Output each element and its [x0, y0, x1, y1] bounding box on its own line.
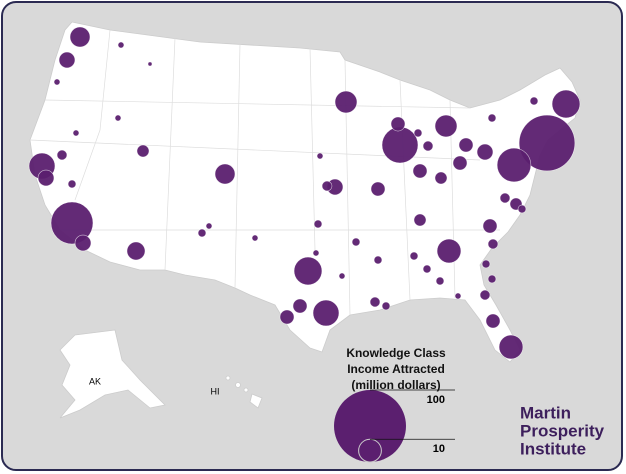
- alaska-outline: [59, 329, 166, 419]
- bubble: [479, 289, 491, 301]
- bubble: [454, 292, 462, 300]
- bubble: [292, 298, 308, 314]
- bubble: [316, 152, 324, 160]
- bubble: [205, 222, 213, 230]
- map-label: HI: [211, 386, 220, 396]
- bubble: [452, 155, 468, 171]
- bubble: [487, 113, 497, 123]
- bubble: [370, 181, 386, 197]
- logo-text: Prosperity: [520, 421, 605, 440]
- bubble: [413, 128, 423, 138]
- bubble: [482, 218, 498, 234]
- map-label: AK: [89, 376, 101, 386]
- bubble: [434, 114, 458, 138]
- bubble: [436, 238, 462, 264]
- bubble: [551, 89, 581, 119]
- bubble: [390, 116, 406, 132]
- bubble: [67, 179, 77, 189]
- legend-size-label: 10: [433, 443, 445, 455]
- bubble: [251, 234, 259, 242]
- bubble: [434, 171, 448, 185]
- bubble: [458, 137, 474, 153]
- bubble: [487, 274, 497, 284]
- bubble: [381, 126, 419, 164]
- bubble: [518, 114, 576, 172]
- bubble: [373, 255, 383, 265]
- bubble: [496, 147, 532, 183]
- bubble: [409, 251, 419, 261]
- hawaii-outline: [225, 375, 263, 409]
- bubble: [312, 249, 320, 257]
- bubble: [114, 114, 122, 122]
- bubble: [369, 296, 381, 308]
- logo-text: Institute: [520, 439, 586, 458]
- bubble: [422, 140, 434, 152]
- bubble: [293, 256, 323, 286]
- legend-size-label: 100: [427, 394, 445, 406]
- bubble: [147, 61, 153, 67]
- bubble: [498, 334, 524, 360]
- bubble: [214, 163, 236, 185]
- bubble: [117, 41, 125, 49]
- bubble: [126, 241, 146, 261]
- bubble: [413, 213, 427, 227]
- state-lines: [29, 29, 500, 316]
- bubble: [476, 143, 494, 161]
- bubble: [313, 219, 323, 229]
- bubble: [279, 309, 295, 325]
- bubble: [56, 149, 68, 161]
- bubble: [50, 201, 94, 245]
- bubble: [197, 228, 207, 238]
- bubble: [58, 51, 76, 69]
- bubble: [69, 26, 91, 48]
- bubble: [485, 313, 501, 329]
- bubble: [37, 169, 55, 187]
- legend-title: Income Attracted: [347, 362, 445, 376]
- bubble: [517, 204, 527, 214]
- bubble: [312, 299, 340, 327]
- bubble: [435, 276, 445, 286]
- legend-title: Knowledge Class: [346, 346, 446, 360]
- bubble: [499, 192, 511, 204]
- bubble: [74, 234, 92, 252]
- bubble: [351, 237, 361, 247]
- bubble: [72, 129, 80, 137]
- bubble: [412, 163, 428, 179]
- legend-bubble: [334, 390, 406, 462]
- bubble: [529, 96, 539, 106]
- bubble: [321, 180, 333, 192]
- bubble: [381, 301, 391, 311]
- bubble: [338, 272, 346, 280]
- bubble: [53, 78, 61, 86]
- bubble: [422, 264, 432, 274]
- bubble: [487, 238, 499, 250]
- bubble: [334, 90, 358, 114]
- logo-text: Martin: [520, 403, 571, 422]
- bubble: [481, 259, 491, 269]
- legend-title: (million dollars): [351, 378, 440, 392]
- bubble: [136, 144, 150, 158]
